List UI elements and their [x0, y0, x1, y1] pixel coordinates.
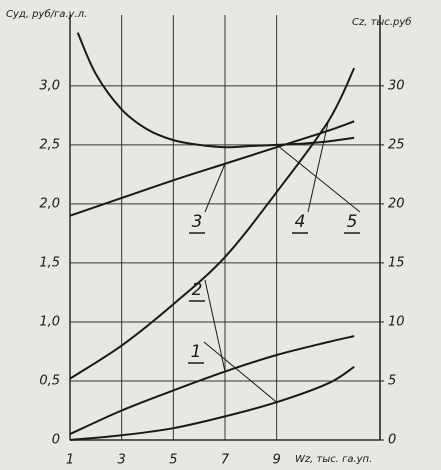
x-tick-label: 3 [118, 453, 126, 468]
x-tick-label: 9 [273, 453, 281, 468]
leader-line [276, 144, 361, 213]
leader-line [307, 121, 329, 213]
leader-line [203, 341, 277, 403]
y2-tick-label: 20 [388, 196, 405, 211]
y2-tick-label: 5 [388, 373, 396, 388]
x-tick-label: 5 [169, 453, 177, 468]
y-tick-label: 0,5 [39, 373, 60, 388]
y-tick-label: 1,5 [39, 255, 60, 270]
series-label: 2 [192, 280, 203, 300]
y-axis-title: Cуд, руб/га.у.л. [6, 8, 87, 20]
y-tick-label: 3,0 [39, 78, 60, 93]
series-label: 5 [347, 212, 358, 232]
leader-line [204, 279, 226, 372]
y-tick-label: 2,0 [39, 196, 60, 211]
series-label: 4 [295, 212, 306, 232]
y2-axis-title: Cz, тыс.руб [352, 16, 411, 28]
line-series [69, 365, 355, 441]
x-axis-title: Wz, тыс. га.уп. [295, 454, 372, 465]
line-series [76, 32, 355, 149]
line-series [69, 335, 355, 436]
series-label: 3 [192, 212, 203, 232]
y-tick-label: 0 [52, 433, 60, 448]
y2-tick-label: 30 [388, 78, 405, 93]
y2-tick-label: 0 [388, 433, 396, 448]
y2-tick-label: 15 [388, 255, 405, 270]
y-tick-label: 1,0 [39, 314, 60, 329]
y2-tick-label: 25 [388, 137, 405, 152]
y-tick-label: 2,5 [39, 137, 60, 152]
series-label: 1 [191, 342, 202, 362]
x-tick-label: 1 [66, 453, 74, 468]
leader-line [204, 163, 226, 213]
x-tick-label: 7 [221, 453, 230, 468]
y2-tick-label: 10 [388, 314, 405, 329]
